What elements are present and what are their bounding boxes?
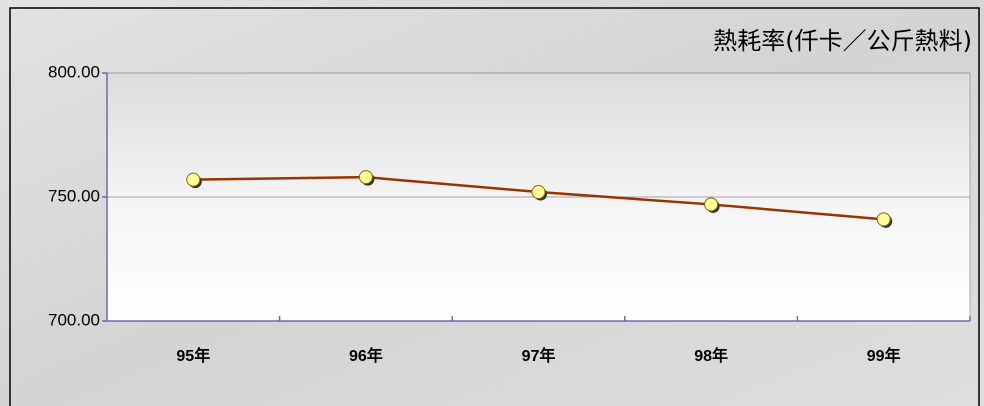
x-tick-label: 96年	[349, 346, 383, 365]
x-tick-label: 97年	[522, 346, 556, 365]
marker	[531, 185, 546, 200]
x-tick-label: 95年	[176, 346, 210, 365]
x-tick-label: 98年	[694, 346, 728, 365]
y-tick-label: 750.00	[48, 186, 100, 205]
x-tick-label: 99年	[867, 346, 901, 365]
marker	[358, 170, 373, 185]
frame	[9, 7, 980, 406]
y-tick-label: 700.00	[48, 310, 100, 329]
marker	[876, 212, 891, 227]
marker	[186, 172, 201, 187]
chart-title: 熱耗率(仟卡／公斤熱料)	[713, 27, 972, 55]
marker	[704, 197, 719, 212]
y-tick-label: 800.00	[48, 62, 100, 81]
